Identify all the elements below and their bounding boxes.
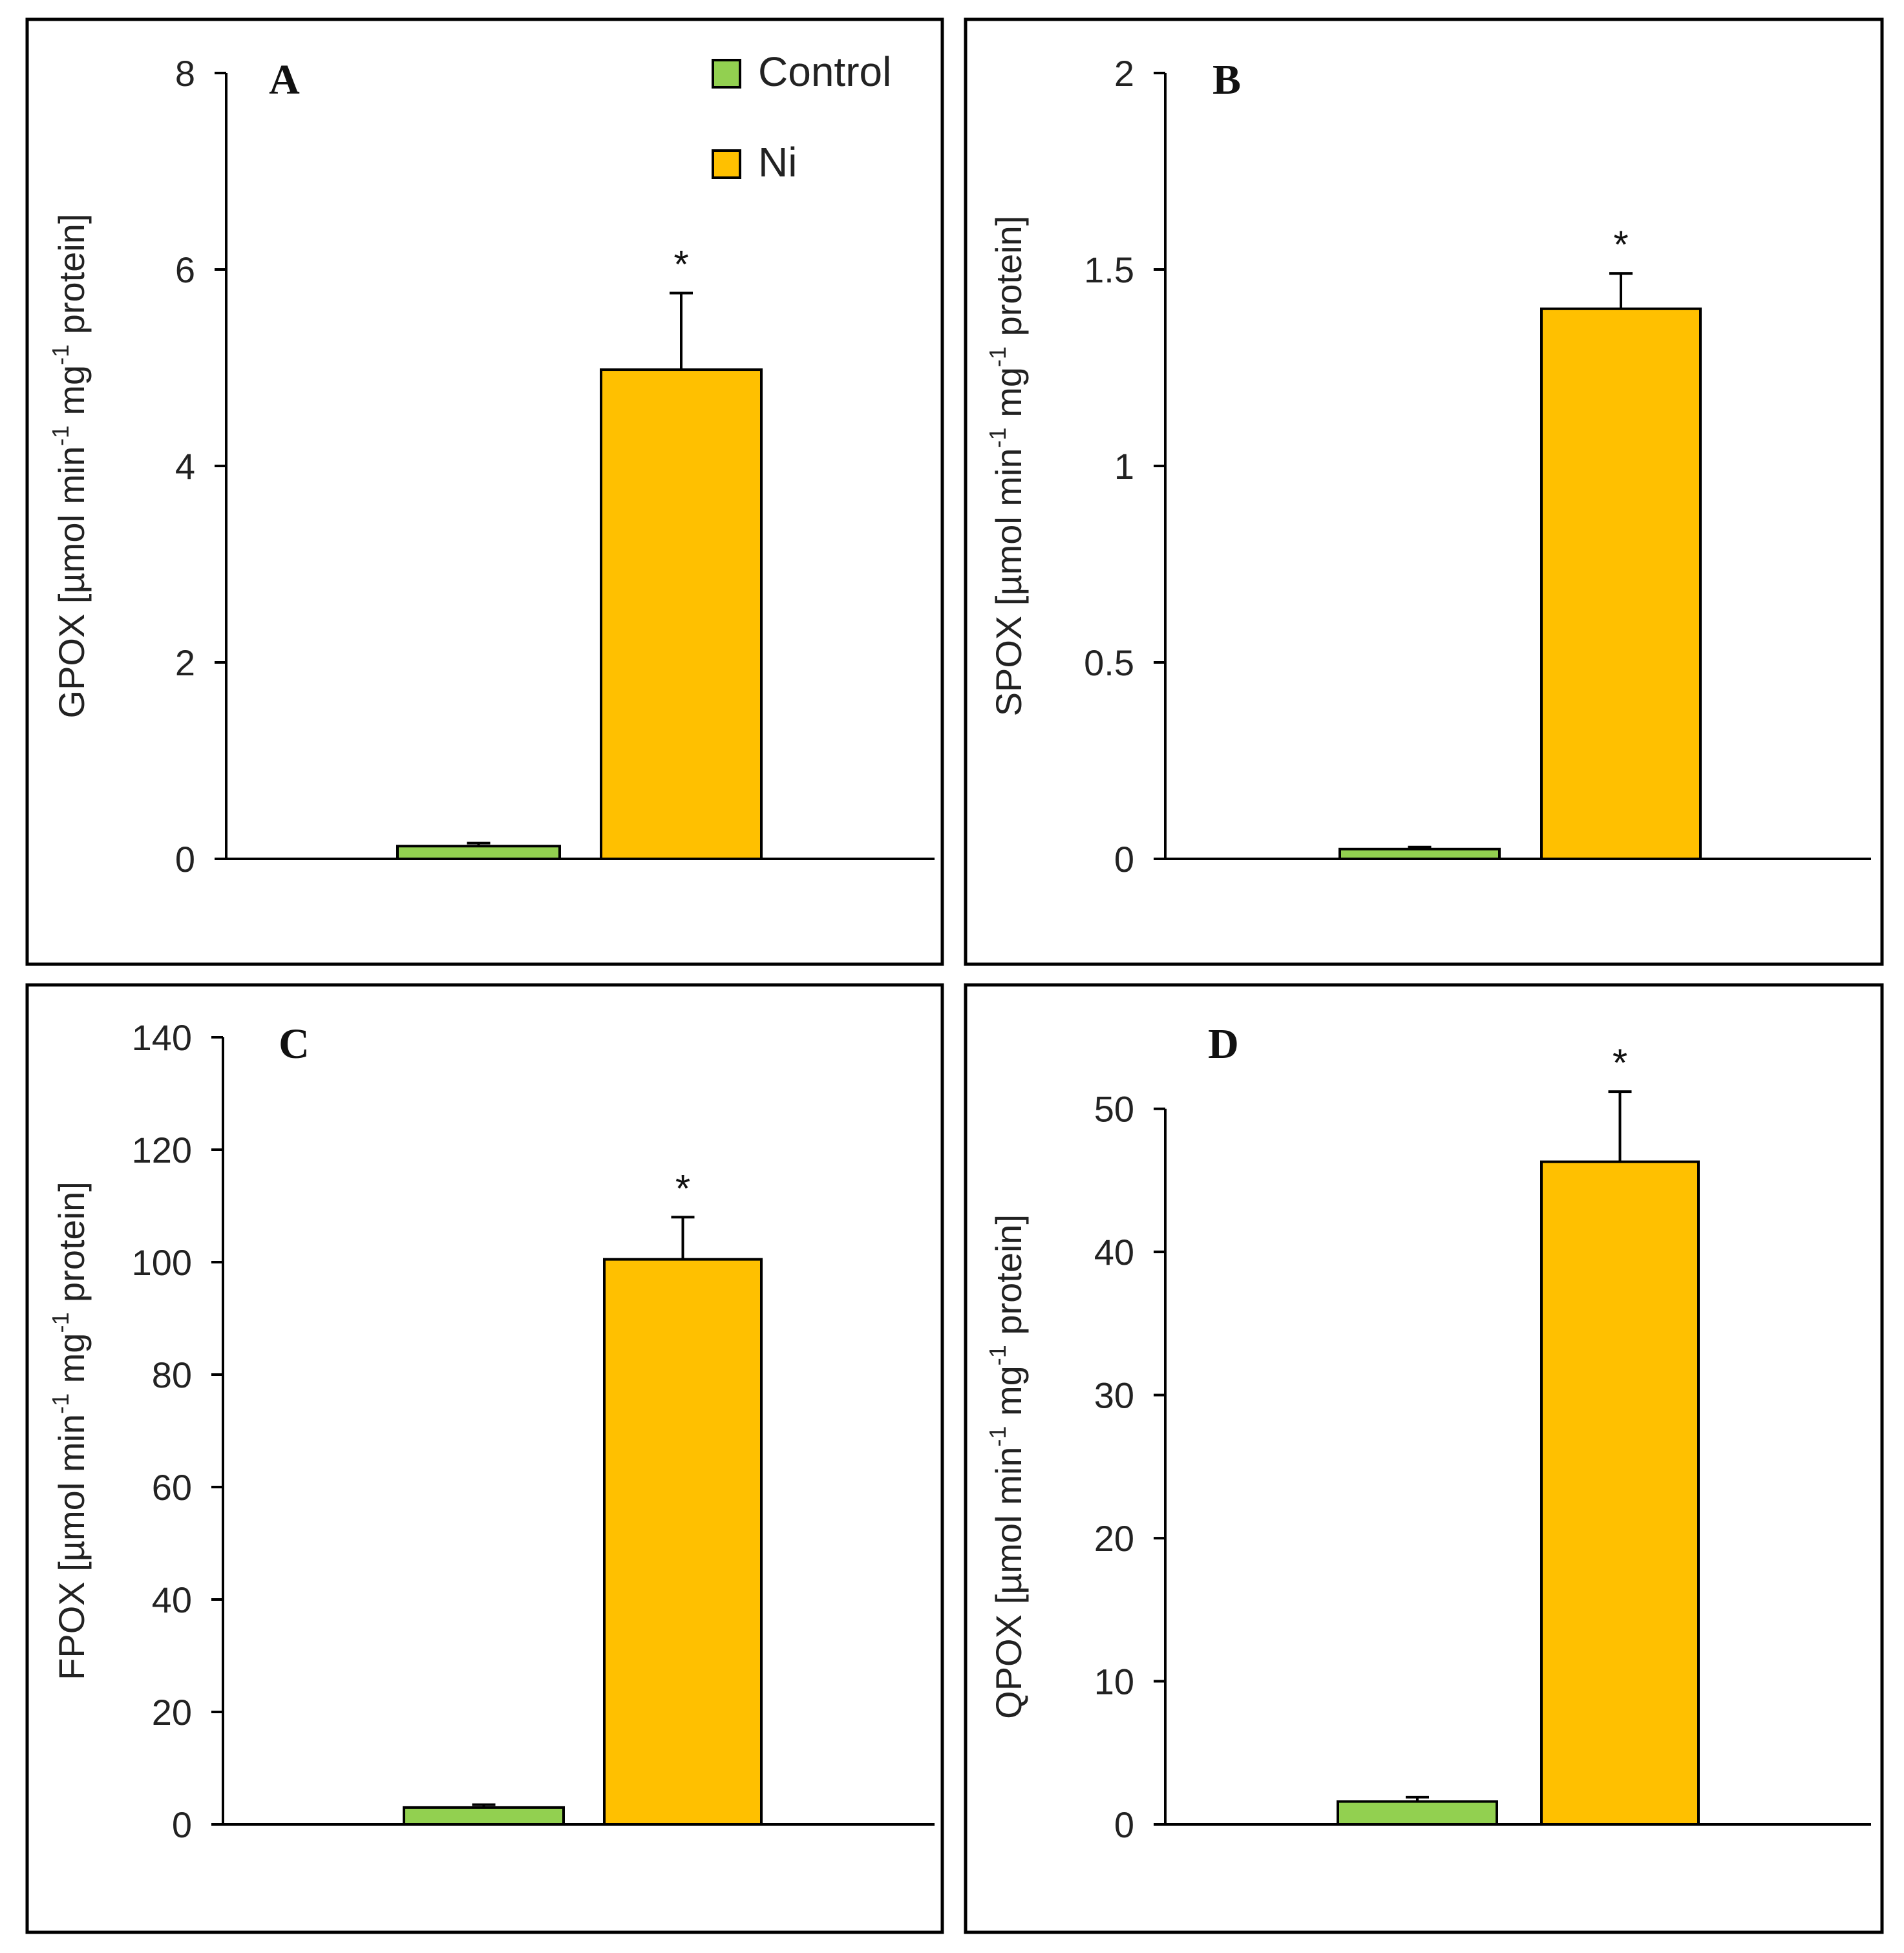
bar-ni <box>1540 307 1702 860</box>
y-axis-title-superscript: -1 <box>984 1426 1011 1447</box>
y-axis-title-superscript: -1 <box>47 1313 74 1333</box>
y-axis-title: GPOX [µmol min-1 mg-1 protein] <box>47 214 92 719</box>
bar-ni <box>1540 1160 1700 1826</box>
bar-ni <box>600 368 763 860</box>
panel-c: 0 20 40 60 80 100 120 140 FPOX [µmol min-1 mg-1 … <box>25 983 944 1934</box>
y-axis-title-superscript: -1 <box>984 427 1011 448</box>
y-axis-title-part: FPOX [µmol min <box>51 1414 92 1680</box>
y-axis-title-part: protein] <box>51 1181 92 1312</box>
bar-control <box>396 845 561 860</box>
y-axis-title-part: protein] <box>988 216 1029 346</box>
y-tick-label: 0.5 <box>1084 642 1134 683</box>
significance-marker: * <box>673 242 688 286</box>
y-axis-title-part: mg <box>51 365 92 425</box>
y-tick-label: 20 <box>152 1692 192 1733</box>
y-tick-label: 0 <box>1114 1804 1134 1845</box>
panel-letter: B <box>1212 56 1241 103</box>
y-axis-title-superscript: -1 <box>47 1393 74 1414</box>
y-axis-title-superscript: -1 <box>984 346 1011 367</box>
y-tick-label: 140 <box>132 1017 192 1058</box>
y-axis-title-part: GPOX [µmol min <box>51 446 92 718</box>
legend: Control Ni <box>712 48 891 185</box>
panel-frame <box>25 983 944 1934</box>
bar-control <box>1338 847 1501 861</box>
y-axis-title-part: mg <box>51 1333 92 1393</box>
panel-frame <box>964 17 1884 966</box>
y-axis-title-part: QPOX [µmol min <box>988 1447 1029 1719</box>
y-tick-label: 1 <box>1114 446 1134 487</box>
y-axis-title-superscript: -1 <box>984 1345 1011 1366</box>
y-tick-label: 40 <box>152 1579 192 1620</box>
y-tick-label: 120 <box>132 1130 192 1170</box>
significance-marker: * <box>1613 223 1628 266</box>
y-axis-title-superscript: -1 <box>47 344 74 365</box>
legend-label-control: Control <box>758 48 891 95</box>
legend-label-ni: Ni <box>758 139 797 185</box>
legend-swatch-control <box>712 59 741 89</box>
y-axis-title-part: mg <box>988 1366 1029 1426</box>
y-tick-label: 2 <box>175 642 195 683</box>
y-tick-label: 6 <box>175 249 195 290</box>
y-tick-label: 40 <box>1094 1232 1134 1272</box>
y-tick-label: 0 <box>1114 839 1134 880</box>
y-tick-label: 4 <box>175 446 195 487</box>
y-tick-label: 0 <box>172 1804 192 1845</box>
y-axis-title-part: protein] <box>988 1214 1029 1345</box>
panel-letter: A <box>269 56 300 103</box>
significance-marker: * <box>675 1167 690 1210</box>
y-tick-label: 20 <box>1094 1518 1134 1559</box>
bar-ni <box>603 1258 763 1826</box>
y-tick-label: 2 <box>1114 53 1134 94</box>
y-axis-title-part: mg <box>988 367 1029 427</box>
significance-marker: * <box>1613 1041 1627 1084</box>
panel-frame <box>964 983 1884 1934</box>
y-axis-title: FPOX [µmol min-1 mg-1 protein] <box>47 1181 92 1680</box>
y-axis-title-part: SPOX [µmol min <box>988 448 1029 716</box>
y-tick-label: 0 <box>175 839 195 880</box>
y-tick-label: 30 <box>1094 1375 1134 1416</box>
bar-control <box>1337 1800 1498 1826</box>
y-tick-label: 50 <box>1094 1089 1134 1130</box>
y-tick-label: 1.5 <box>1084 249 1134 290</box>
panel-letter: D <box>1208 1020 1239 1068</box>
legend-swatch-ni <box>712 149 741 179</box>
y-axis-title: QPOX [µmol min-1 mg-1 protein] <box>984 1214 1029 1719</box>
y-tick-label: 10 <box>1094 1662 1134 1702</box>
y-tick-label: 8 <box>175 53 195 94</box>
y-axis-title-superscript: -1 <box>47 425 74 446</box>
bar-control <box>403 1806 565 1826</box>
y-tick-label: 80 <box>152 1355 192 1395</box>
panel-frame <box>25 17 944 966</box>
y-axis-title-part: protein] <box>51 214 92 344</box>
y-axis-title: SPOX [µmol min-1 mg-1 protein] <box>984 216 1029 717</box>
panel-letter: C <box>279 1020 310 1068</box>
y-tick-label: 100 <box>132 1242 192 1283</box>
y-tick-label: 60 <box>152 1467 192 1508</box>
